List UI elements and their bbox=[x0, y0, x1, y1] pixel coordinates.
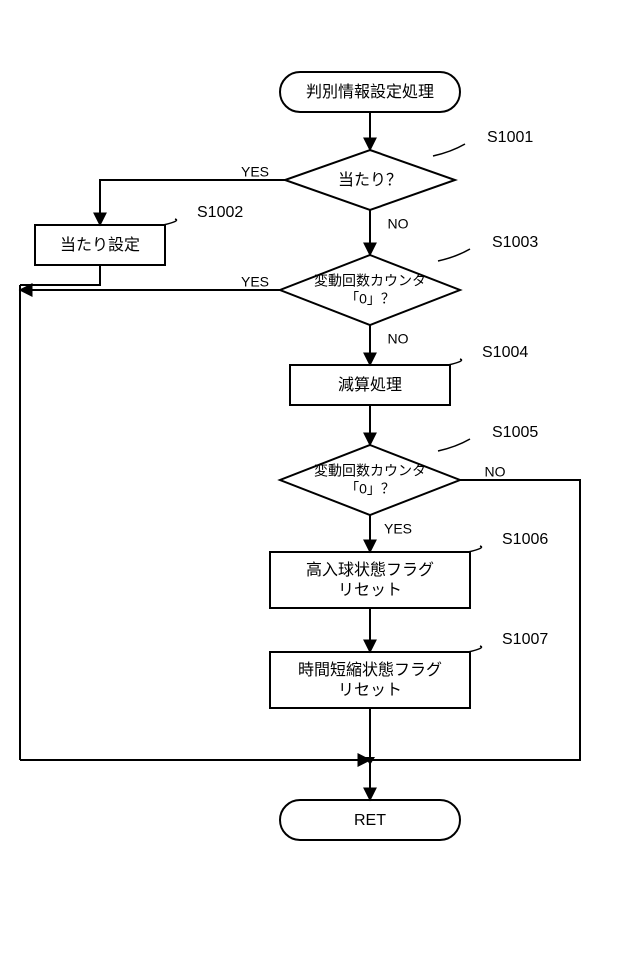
decision-s1005-leader bbox=[438, 439, 470, 451]
process-s1007-leader bbox=[468, 646, 482, 652]
process-s1002-leader bbox=[163, 219, 177, 225]
process-s1006-step: S1006 bbox=[502, 531, 548, 548]
decision-s1001-label1: 当たり？ bbox=[338, 171, 402, 189]
process-s1004-leader bbox=[448, 359, 462, 365]
decision-s1003-label2: 「0」？ bbox=[345, 291, 395, 307]
process-s1006-label2: リセット bbox=[338, 582, 402, 599]
decision-s1001-step: S1001 bbox=[487, 129, 533, 146]
process-s1006-leader bbox=[468, 546, 482, 552]
process-s1007-label1: 時間短縮状態フラグ bbox=[298, 661, 442, 679]
process-s1004-label1: 減算処理 bbox=[338, 375, 402, 394]
edge-label-no1: NO bbox=[388, 216, 409, 232]
edge-label-yes5: YES bbox=[384, 521, 412, 537]
edge-p1002-to-rail-a bbox=[20, 265, 100, 285]
edge-label-no5: NO bbox=[485, 464, 506, 480]
process-s1006-label1: 高入球状態フラグ bbox=[306, 561, 434, 579]
decision-s1005-label1: 変動回数カウンタ bbox=[314, 463, 426, 479]
decision-s1003-step: S1003 bbox=[492, 234, 538, 251]
process-s1007-step: S1007 bbox=[502, 631, 548, 648]
decision-s1003-leader bbox=[438, 249, 470, 261]
process-s1006 bbox=[270, 552, 470, 608]
decision-s1003-label1: 変動回数カウンタ bbox=[314, 273, 426, 289]
start-node-label: 判別情報設定処理 bbox=[306, 83, 434, 101]
decision-s1005-label2: 「0」？ bbox=[345, 481, 395, 497]
decision-s1005-step: S1005 bbox=[492, 424, 538, 441]
decision-s1001-leader bbox=[433, 144, 465, 156]
edge-d1001-yes bbox=[100, 180, 285, 225]
process-s1007-label2: リセット bbox=[338, 682, 402, 699]
process-s1002-step: S1002 bbox=[197, 204, 243, 221]
process-s1004-step: S1004 bbox=[482, 344, 528, 361]
process-s1002-label1: 当たり設定 bbox=[60, 236, 140, 254]
edge-label-yes1: YES bbox=[241, 164, 269, 180]
edge-label-no3: NO bbox=[388, 331, 409, 347]
process-s1007 bbox=[270, 652, 470, 708]
ret-node-label: RET bbox=[354, 812, 386, 829]
edge-label-yes3: YES bbox=[241, 274, 269, 290]
